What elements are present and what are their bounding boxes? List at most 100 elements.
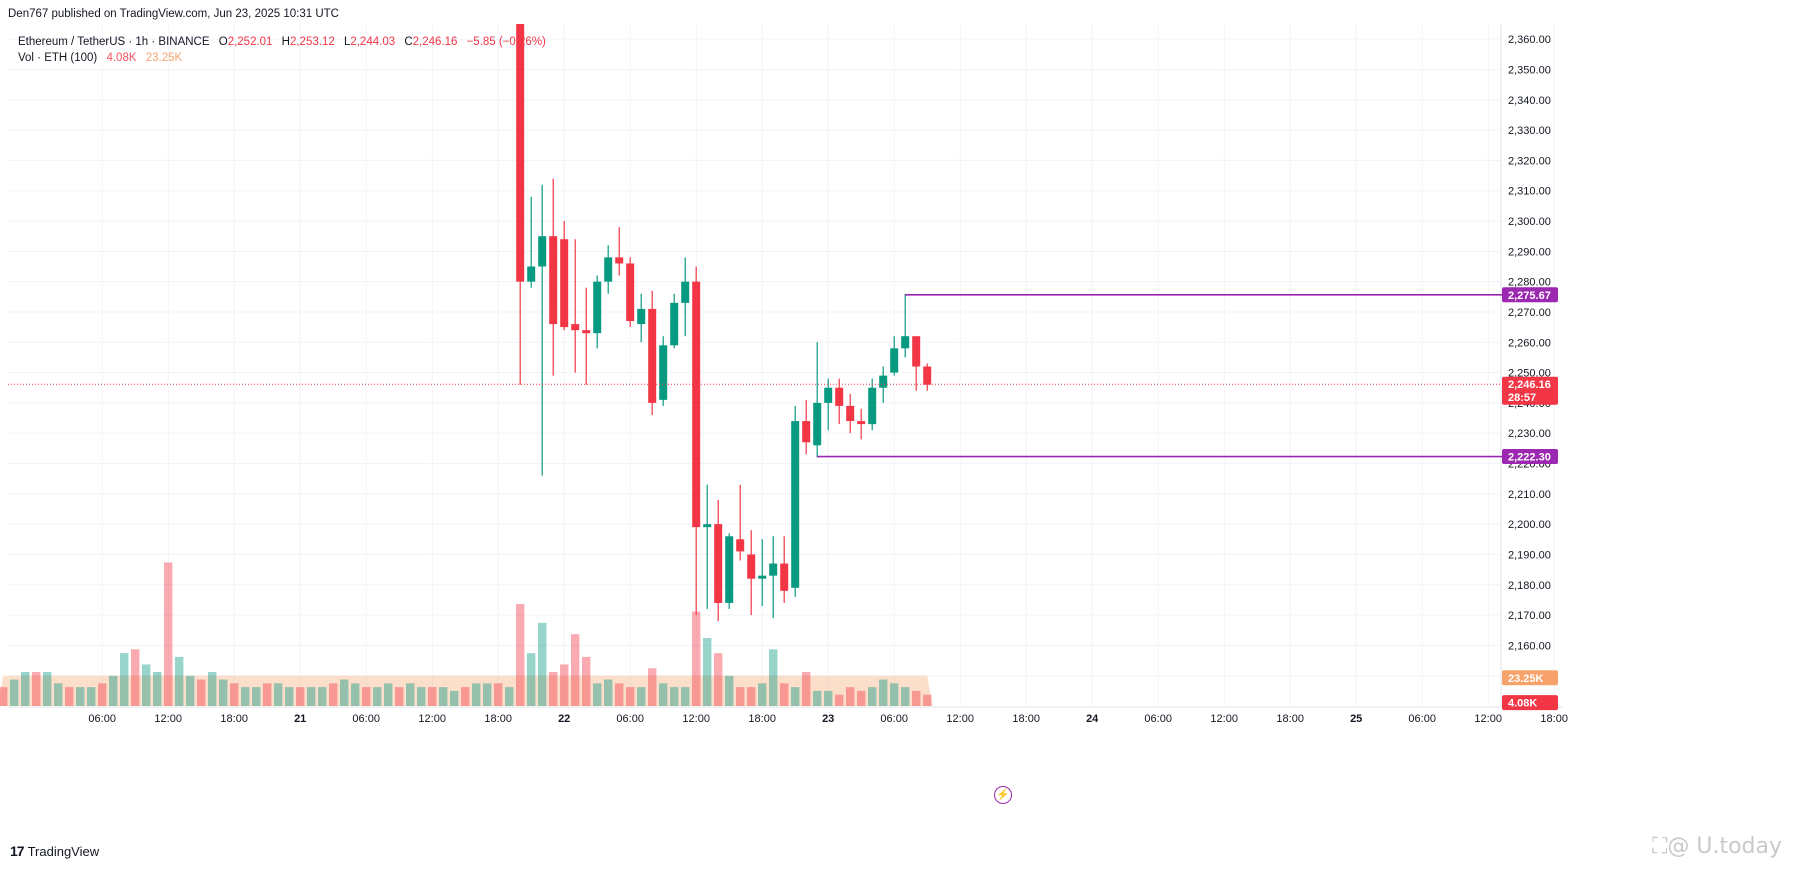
candle <box>593 275 602 349</box>
volume-bar <box>868 687 877 706</box>
candle-body <box>802 421 811 443</box>
symbol-name[interactable]: Ethereum / TetherUS · 1h · BINANCE <box>18 36 210 48</box>
low-value: 2,244.03 <box>350 36 396 48</box>
price-tick-label: 2,200.00 <box>1508 519 1551 531</box>
lightning-icon[interactable]: ⚡ <box>994 786 1012 804</box>
volume-bar <box>890 683 899 706</box>
volume-bar <box>76 687 85 706</box>
volume-bar <box>263 683 272 706</box>
volume-bar <box>791 687 800 706</box>
price-tick-label: 2,260.00 <box>1508 337 1551 349</box>
volume-bar <box>659 683 668 706</box>
candle <box>703 484 712 610</box>
time-tick-label: 22 <box>558 713 570 725</box>
chart-grid <box>8 24 1562 708</box>
price-axis: 2,150.002,160.002,170.002,180.002,190.00… <box>1508 34 1551 683</box>
volume-bar <box>32 672 41 706</box>
price-tick-label: 2,250.00 <box>1508 368 1551 380</box>
time-tick-label: 12:00 <box>682 713 710 725</box>
candle <box>780 536 789 603</box>
low-label: L <box>343 36 351 48</box>
time-tick-label: 18:00 <box>484 713 512 725</box>
candle-body <box>714 524 723 603</box>
price-tick-label: 2,310.00 <box>1508 186 1551 198</box>
candle <box>604 245 613 294</box>
volume-bar <box>747 687 756 706</box>
candle <box>868 378 877 431</box>
candle <box>670 293 679 349</box>
volume-bar <box>395 687 404 706</box>
volume-last-tag-text: 4.08K <box>1508 698 1537 710</box>
volume-bar <box>120 653 129 706</box>
volume-indicator-label[interactable]: Vol · ETH (100) <box>18 52 98 64</box>
volume-ma-area <box>0 675 933 706</box>
last-price-tag-bg <box>1502 376 1558 405</box>
volume-bar <box>538 622 547 706</box>
time-tick-label: 12:00 <box>154 713 182 725</box>
candle-body <box>923 366 932 385</box>
volume-bar <box>692 611 701 706</box>
volume-bar <box>582 656 591 706</box>
close-value: 2,246.16 <box>412 36 458 48</box>
level-tag: 2,222.30 <box>1502 449 1558 465</box>
volume-ma-tag-bg <box>1502 670 1558 686</box>
volume-last-tag: 4.08K <box>1502 695 1558 711</box>
candle <box>846 393 855 434</box>
volume-bar <box>637 687 646 706</box>
tradingview-brand[interactable]: 17 TradingView <box>10 843 99 859</box>
volume-bar <box>252 687 261 706</box>
price-tick-label: 2,210.00 <box>1508 489 1551 501</box>
volume-bar <box>21 672 30 706</box>
candle-body <box>582 330 591 334</box>
volume-bar <box>604 679 613 706</box>
volume-bar <box>43 672 52 706</box>
volume-bar <box>494 683 503 706</box>
level-tag-text: 2,222.30 <box>1508 452 1551 464</box>
time-tick-label: 06:00 <box>880 713 908 725</box>
candle-body <box>681 281 690 303</box>
price-tick-label: 2,270.00 <box>1508 307 1551 319</box>
volume-bar <box>527 653 536 706</box>
volume-bar <box>923 694 932 706</box>
candle-body <box>912 336 921 367</box>
volume-bar <box>186 675 195 706</box>
volume-bar <box>626 687 635 706</box>
high-value: 2,253.12 <box>289 36 335 48</box>
volume-bar <box>241 687 250 706</box>
level-tag-bg <box>1502 287 1558 303</box>
candle-body <box>758 575 767 579</box>
time-tick-label: 12:00 <box>946 713 974 725</box>
candle <box>648 290 657 416</box>
candle <box>615 227 624 276</box>
candle <box>637 293 646 343</box>
time-tick-label: 24 <box>1086 713 1099 725</box>
symbol-row: Ethereum / TetherUS · 1h · BINANCE O 2,25… <box>18 34 546 50</box>
volume-bar <box>846 687 855 706</box>
volume-bar <box>725 675 734 706</box>
time-tick-label: 18:00 <box>220 713 248 725</box>
chart-legend: Ethereum / TetherUS · 1h · BINANCE O 2,25… <box>18 34 546 66</box>
volume-ma-tag-text: 23.25K <box>1508 673 1544 685</box>
volume-bar <box>505 687 514 706</box>
last-price-tag-text: 2,246.16 <box>1508 379 1551 391</box>
candle-body <box>538 236 547 267</box>
candle <box>747 530 756 616</box>
volume-bar <box>0 687 8 706</box>
high-label: H <box>281 36 290 48</box>
volume-bar <box>736 687 745 706</box>
price-tick-label: 2,180.00 <box>1508 580 1551 592</box>
volume-bar <box>131 649 140 706</box>
volume-bar <box>516 604 525 706</box>
time-tick-label: 12:00 <box>418 713 446 725</box>
price-tick-label: 2,230.00 <box>1508 428 1551 440</box>
time-tick-label: 21 <box>294 713 306 725</box>
volume-bar <box>824 690 833 706</box>
volume-bars <box>0 562 933 706</box>
candle <box>560 221 569 331</box>
level-lines <box>8 293 1502 458</box>
volume-bar <box>703 638 712 706</box>
open-label: O <box>218 36 228 48</box>
candle <box>582 287 591 385</box>
